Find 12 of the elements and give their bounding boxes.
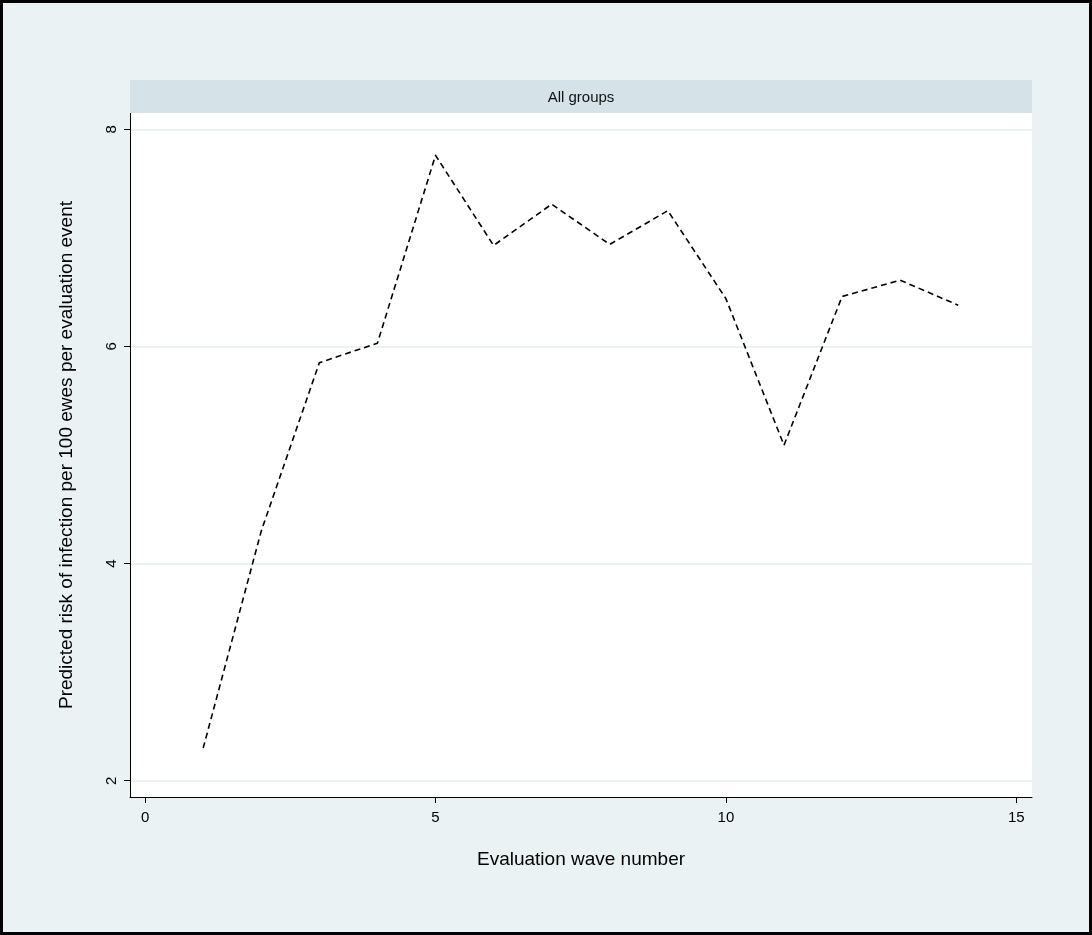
x-tick-label: 5 [431,808,440,825]
y-tick-label: 8 [102,125,119,134]
chart-title: All groups [130,80,1032,113]
y-tick-label: 4 [102,559,119,568]
y-axis-title: Predicted risk of infection per 100 ewes per evaluation event [55,200,76,710]
x-tick-label: 0 [140,808,150,825]
y-tick-label: 6 [102,342,119,351]
x-tick-label: 10 [717,808,735,825]
line-series [202,154,960,749]
y-tick-label: 2 [102,776,119,785]
x-axis-title: Evaluation wave number [476,848,686,869]
x-tick-label: 15 [1007,808,1025,825]
